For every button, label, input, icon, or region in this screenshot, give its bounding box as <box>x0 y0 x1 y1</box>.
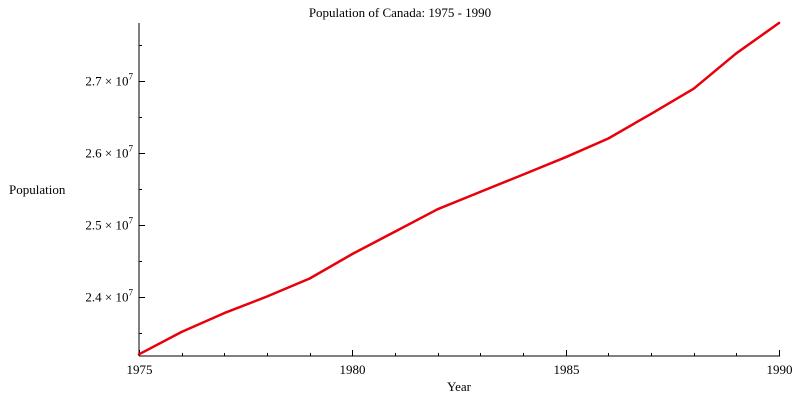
y-tick-label: 2.7 × 107 <box>85 72 133 89</box>
data-point <box>351 252 354 256</box>
series-line <box>137 21 781 356</box>
data-point <box>564 156 567 159</box>
x-tick-label: 1985 <box>554 362 580 377</box>
data-point <box>393 230 397 233</box>
data-point <box>223 311 226 315</box>
data-point <box>436 208 439 211</box>
x-tick-label: 1990 <box>767 362 793 377</box>
chart-title: Population of Canada: 1975 - 1990 <box>308 5 492 20</box>
x-axis-label: Year <box>447 379 471 394</box>
data-point <box>735 52 738 55</box>
data-point <box>692 87 695 90</box>
y-tick-label: 2.5 × 107 <box>85 216 133 233</box>
data-point <box>521 173 525 176</box>
data-point <box>180 330 183 334</box>
data-point <box>308 277 311 280</box>
series-group <box>137 21 781 356</box>
y-axis-label: Population <box>9 182 66 197</box>
data-point <box>607 137 610 140</box>
data-point <box>265 295 269 298</box>
x-tick-label: 1980 <box>340 362 366 377</box>
axes <box>138 23 780 357</box>
x-tick-label: 1975 <box>127 362 153 377</box>
y-tick-label: 2.6 × 107 <box>85 144 133 161</box>
data-point <box>649 112 653 116</box>
data-point <box>479 190 482 194</box>
data-point <box>137 353 141 356</box>
ticks: 2.4 × 107 2.5 × 107 2.6 × 107 2.7 × 107 1975… <box>85 45 793 377</box>
y-tick-label: 2.4 × 107 <box>85 288 133 305</box>
data-point <box>777 21 781 25</box>
